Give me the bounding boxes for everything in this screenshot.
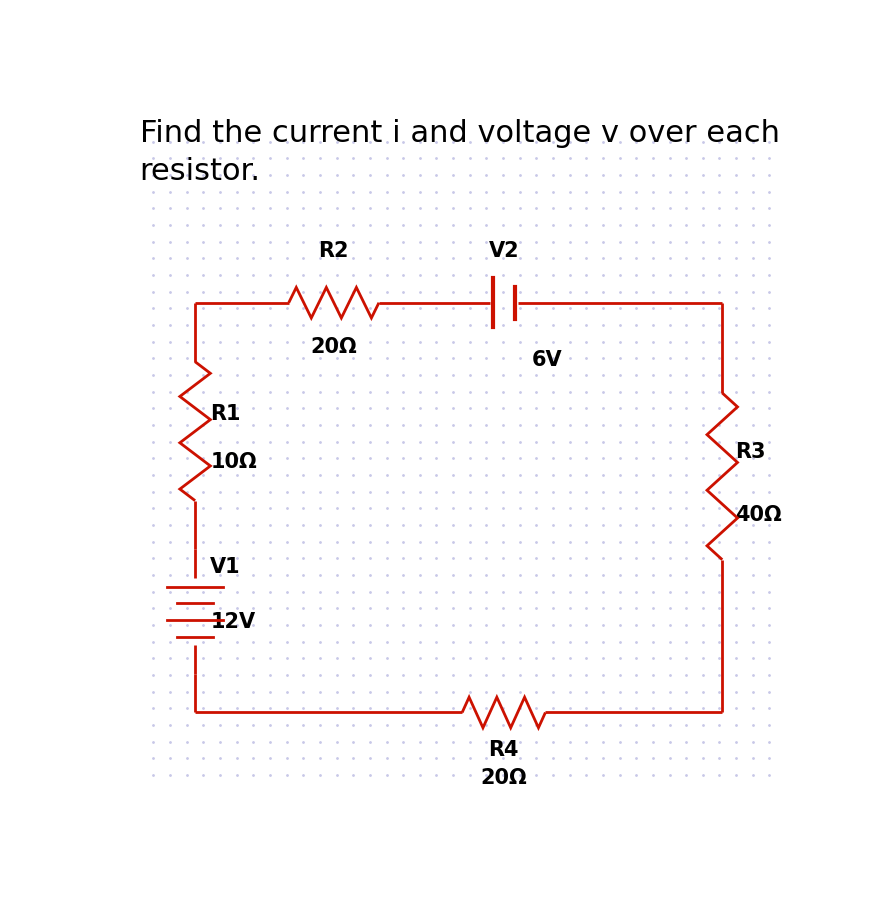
- Text: 10Ω: 10Ω: [210, 453, 257, 473]
- Text: V1: V1: [210, 557, 240, 576]
- Text: R1: R1: [210, 404, 240, 424]
- Text: 6V: 6V: [531, 350, 561, 370]
- Text: 12V: 12V: [210, 612, 255, 632]
- Text: 20Ω: 20Ω: [310, 337, 357, 357]
- Text: resistor.: resistor.: [139, 157, 260, 186]
- Text: 20Ω: 20Ω: [480, 769, 527, 788]
- Text: R3: R3: [734, 442, 764, 462]
- Text: R2: R2: [318, 241, 349, 261]
- Text: Find the current i and voltage v over each: Find the current i and voltage v over ea…: [139, 119, 779, 148]
- Text: 40Ω: 40Ω: [734, 504, 780, 525]
- Text: V2: V2: [488, 241, 519, 261]
- Text: R4: R4: [488, 741, 519, 760]
